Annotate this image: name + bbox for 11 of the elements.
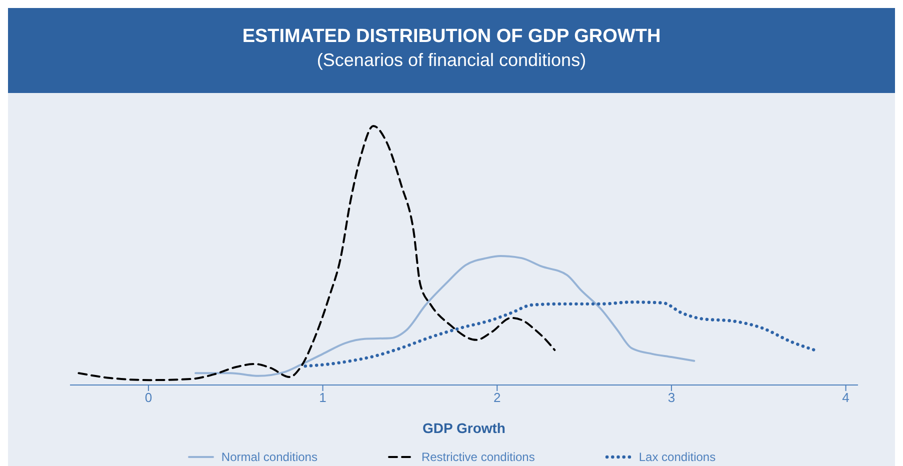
x-tick-label: 1	[319, 390, 326, 406]
chart-title: ESTIMATED DISTRIBUTION OF GDP GROWTH	[241, 26, 662, 48]
x-tick-label: 4	[842, 390, 850, 406]
x-tick-label: 3	[668, 390, 676, 406]
chart-subtitle: (Scenarios of financial conditions)	[316, 50, 588, 71]
legend-label: Restrictive conditions	[421, 450, 535, 464]
legend-label: Normal conditions	[221, 450, 318, 464]
x-tick-label: 2	[494, 390, 501, 406]
x-tick-label: 0	[144, 390, 152, 406]
legend-label: Lax conditions	[638, 450, 716, 464]
x-axis-title: GDP Growth	[422, 420, 506, 436]
